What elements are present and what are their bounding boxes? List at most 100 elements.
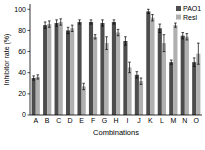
error-cap — [117, 29, 120, 30]
error-cap — [159, 24, 162, 25]
error-cap — [67, 33, 70, 34]
error-cap — [94, 38, 97, 39]
error-cap — [140, 84, 143, 85]
bar — [36, 77, 40, 115]
bar — [116, 33, 120, 115]
x-tick-label: O — [194, 117, 200, 124]
error-bar — [55, 20, 58, 26]
x-tick-label: B — [45, 117, 50, 124]
error-line — [182, 33, 183, 39]
error-line — [45, 22, 46, 28]
y-tick-label: 80 — [18, 27, 26, 34]
error-cap — [67, 27, 70, 28]
error-cap — [193, 57, 196, 58]
error-cap — [71, 31, 74, 32]
error-cap — [32, 80, 35, 81]
error-bar — [101, 20, 104, 26]
error-line — [129, 62, 130, 73]
error-cap — [90, 24, 93, 25]
error-line — [91, 20, 92, 24]
error-line — [83, 83, 84, 89]
error-bar — [128, 62, 131, 73]
error-bar — [140, 78, 143, 84]
bar — [100, 23, 104, 115]
error-bar — [59, 19, 62, 25]
x-tick-label: K — [148, 117, 153, 124]
error-line — [159, 24, 160, 32]
y-tick-label: 100 — [14, 6, 26, 13]
error-line — [72, 25, 73, 31]
x-tick-label: I — [126, 117, 128, 124]
error-bar — [181, 33, 184, 39]
error-cap — [105, 36, 108, 37]
error-cap — [170, 60, 173, 61]
error-line — [148, 9, 149, 13]
error-line — [113, 20, 114, 24]
error-bar — [94, 35, 97, 39]
error-line — [140, 78, 141, 84]
error-cap — [36, 79, 39, 80]
error-line — [125, 37, 126, 45]
x-tick-label: M — [170, 117, 176, 124]
x-tick-label: D — [68, 117, 73, 124]
error-cap — [197, 64, 200, 65]
bar — [158, 28, 162, 115]
error-cap — [140, 78, 143, 79]
bars — [32, 9, 201, 115]
bar — [82, 86, 86, 115]
bar — [66, 30, 70, 115]
bar — [32, 78, 36, 115]
error-cap — [59, 18, 62, 19]
error-bar — [105, 37, 108, 50]
error-line — [194, 58, 195, 66]
error-cap — [82, 83, 85, 84]
bar — [146, 11, 150, 115]
error-cap — [101, 26, 104, 27]
chart: 020406080100ABCDEFGHIJKLMNOCombinationsI… — [0, 0, 205, 150]
x-tick-label: C — [56, 117, 61, 124]
error-cap — [48, 27, 51, 28]
bar — [89, 22, 93, 115]
error-bar — [82, 83, 85, 89]
y-tick-label: 60 — [18, 48, 26, 55]
x-tick-label: A — [33, 117, 38, 124]
error-cap — [174, 23, 177, 24]
error-cap — [78, 19, 81, 20]
error-cap — [113, 24, 116, 25]
error-cap — [136, 78, 139, 79]
error-line — [95, 35, 96, 39]
y-tick-label: 40 — [18, 69, 26, 76]
error-cap — [174, 27, 177, 28]
x-tick-label: G — [102, 117, 107, 124]
error-cap — [163, 34, 166, 35]
error-line — [106, 37, 107, 50]
error-cap — [117, 35, 120, 36]
error-cap — [113, 19, 116, 20]
bar — [185, 37, 189, 115]
error-bar — [67, 27, 70, 33]
x-tick-label: N — [182, 117, 187, 124]
legend-label: Resl — [183, 14, 197, 21]
error-line — [171, 60, 172, 64]
error-line — [56, 20, 57, 26]
x-axis-label: Combinations — [93, 128, 139, 137]
error-line — [198, 43, 199, 64]
error-bar — [170, 60, 173, 64]
error-bar — [117, 29, 120, 35]
error-bar — [90, 20, 93, 24]
error-cap — [151, 20, 154, 21]
error-bar — [78, 20, 81, 24]
error-cap — [197, 43, 200, 44]
error-cap — [78, 24, 81, 25]
bar — [162, 43, 166, 115]
y-tick-label: 20 — [18, 90, 26, 97]
bar — [135, 75, 139, 115]
error-line — [33, 76, 34, 80]
error-cap — [163, 51, 166, 52]
error-bar — [44, 22, 47, 28]
error-line — [60, 19, 61, 25]
error-cap — [151, 14, 154, 15]
error-cap — [181, 32, 184, 33]
error-cap — [44, 21, 47, 22]
error-bar — [48, 21, 51, 27]
